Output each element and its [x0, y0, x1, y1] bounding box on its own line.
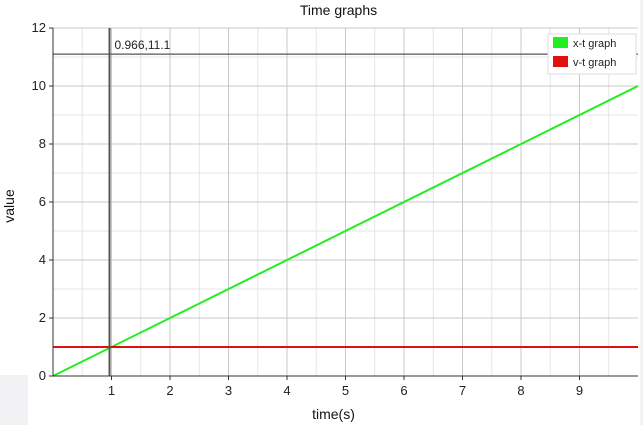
legend-label: v-t graph — [573, 57, 616, 69]
legend-label: x-t graph — [573, 38, 616, 50]
x-tick-label: 3 — [225, 383, 232, 398]
x-tick-label: 7 — [459, 383, 466, 398]
y-axis-label: value — [1, 189, 17, 223]
y-tick-label: 0 — [39, 368, 46, 383]
x-tick-label: 8 — [517, 383, 524, 398]
legend-swatch — [553, 56, 568, 67]
x-axis-label: time(s) — [312, 406, 355, 422]
cursor-readout: 0.966,11.1 — [115, 38, 171, 52]
plot-series — [52, 85, 639, 377]
y-tick-label: 6 — [39, 194, 46, 209]
chart-title: Time graphs — [300, 2, 377, 18]
y-tick-label: 8 — [39, 136, 46, 151]
x-tick-label: 1 — [108, 383, 115, 398]
crosshair-cursor: 0.966,11.1 — [53, 28, 638, 376]
x-tick-label: 4 — [283, 383, 290, 398]
right-gutter-background — [640, 0, 643, 425]
x-tick-label: 5 — [342, 383, 349, 398]
grid — [53, 27, 638, 376]
y-tick-label: 12 — [32, 20, 46, 35]
legend-swatch — [553, 37, 568, 48]
x-tick-label: 2 — [166, 383, 173, 398]
series-line-x-t — [52, 85, 639, 377]
x-tick-label: 9 — [576, 383, 583, 398]
x-tick-label: 6 — [400, 383, 407, 398]
y-tick-label: 10 — [32, 78, 46, 93]
left-gutter-background — [0, 375, 28, 425]
legend: x-t graph v-t graph — [547, 33, 637, 75]
y-tick-label: 4 — [39, 252, 46, 267]
y-tick-label: 2 — [39, 310, 46, 325]
